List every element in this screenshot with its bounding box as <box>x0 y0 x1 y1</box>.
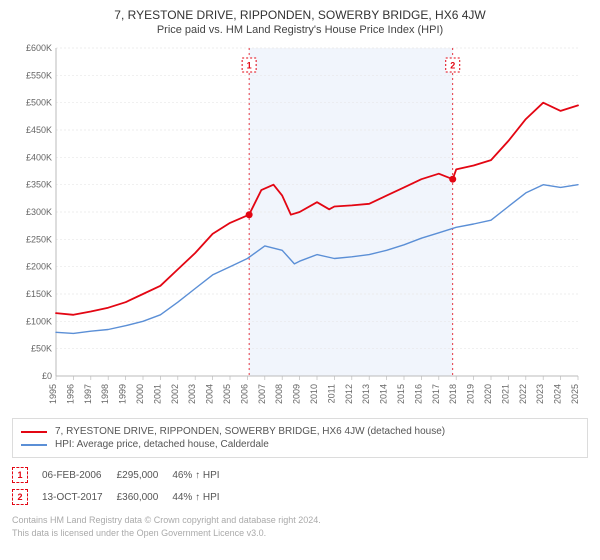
legend-label: 7, RYESTONE DRIVE, RIPPONDEN, SOWERBY BR… <box>55 426 445 437</box>
legend-box: 7, RYESTONE DRIVE, RIPPONDEN, SOWERBY BR… <box>12 418 588 458</box>
transaction-price: £295,000 <box>117 464 173 486</box>
svg-text:2012: 2012 <box>344 384 354 404</box>
svg-text:2015: 2015 <box>396 384 406 404</box>
svg-text:£600K: £600K <box>26 43 52 53</box>
legend-swatch <box>21 444 47 446</box>
svg-text:1996: 1996 <box>65 384 75 404</box>
transaction-marker: 1 <box>12 467 28 483</box>
svg-text:2001: 2001 <box>152 384 162 404</box>
svg-text:2006: 2006 <box>239 384 249 404</box>
svg-text:2004: 2004 <box>205 384 215 404</box>
svg-text:£550K: £550K <box>26 70 52 80</box>
transaction-date: 06-FEB-2006 <box>42 464 117 486</box>
svg-text:2022: 2022 <box>518 384 528 404</box>
transaction-marker: 2 <box>12 489 28 505</box>
legend-item: HPI: Average price, detached house, Cald… <box>21 439 579 450</box>
svg-text:1995: 1995 <box>48 384 58 404</box>
svg-text:1: 1 <box>247 61 252 71</box>
svg-text:2021: 2021 <box>500 384 510 404</box>
svg-text:2011: 2011 <box>326 384 336 403</box>
footer-text: Contains HM Land Registry data © Crown c… <box>12 514 588 539</box>
transaction-row: 2 13-OCT-2017£360,00044% ↑ HPI <box>12 486 234 508</box>
svg-text:£450K: £450K <box>26 125 52 135</box>
transaction-date: 13-OCT-2017 <box>42 486 117 508</box>
transaction-price: £360,000 <box>117 486 173 508</box>
transaction-delta: 46% ↑ HPI <box>172 464 233 486</box>
svg-text:£150K: £150K <box>26 289 52 299</box>
chart-subtitle: Price paid vs. HM Land Registry's House … <box>12 24 588 36</box>
svg-text:2025: 2025 <box>570 384 580 404</box>
svg-text:2016: 2016 <box>413 384 423 404</box>
svg-text:2013: 2013 <box>361 384 371 404</box>
svg-text:1998: 1998 <box>100 384 110 404</box>
svg-text:2017: 2017 <box>431 384 441 404</box>
svg-text:£300K: £300K <box>26 207 52 217</box>
footer-line-2: This data is licensed under the Open Gov… <box>12 527 588 540</box>
svg-text:2024: 2024 <box>553 384 563 404</box>
svg-text:1997: 1997 <box>83 384 93 404</box>
chart-title: 7, RYESTONE DRIVE, RIPPONDEN, SOWERBY BR… <box>12 8 588 22</box>
svg-text:2: 2 <box>450 61 455 71</box>
svg-text:2014: 2014 <box>379 384 389 404</box>
svg-text:2018: 2018 <box>448 384 458 404</box>
line-chart-svg: £0 £50K £100K £150K £200K £250K £300K £350K £400… <box>12 42 588 412</box>
transaction-row: 1 06-FEB-2006£295,00046% ↑ HPI <box>12 464 234 486</box>
legend-item: 7, RYESTONE DRIVE, RIPPONDEN, SOWERBY BR… <box>21 426 579 437</box>
svg-text:2005: 2005 <box>222 384 232 404</box>
svg-text:2003: 2003 <box>187 384 197 404</box>
svg-text:£250K: £250K <box>26 234 52 244</box>
svg-text:1999: 1999 <box>118 384 128 404</box>
svg-text:£350K: £350K <box>26 180 52 190</box>
svg-text:£50K: £50K <box>31 344 52 354</box>
svg-text:2009: 2009 <box>292 384 302 404</box>
svg-text:2000: 2000 <box>135 384 145 404</box>
svg-text:2008: 2008 <box>274 384 284 404</box>
svg-text:£100K: £100K <box>26 316 52 326</box>
transactions-table: 1 06-FEB-2006£295,00046% ↑ HPI 2 13-OCT-201… <box>12 464 234 508</box>
svg-text:2002: 2002 <box>170 384 180 404</box>
transaction-delta: 44% ↑ HPI <box>172 486 233 508</box>
chart-area: £0 £50K £100K £150K £200K £250K £300K £350K £400… <box>12 42 588 412</box>
svg-text:£500K: £500K <box>26 98 52 108</box>
svg-text:£400K: £400K <box>26 152 52 162</box>
svg-text:£0: £0 <box>42 371 52 381</box>
footer-line-1: Contains HM Land Registry data © Crown c… <box>12 514 588 527</box>
svg-text:2023: 2023 <box>535 384 545 404</box>
svg-text:2010: 2010 <box>309 384 319 404</box>
svg-text:2007: 2007 <box>257 384 267 404</box>
legend-swatch <box>21 431 47 433</box>
svg-text:£200K: £200K <box>26 262 52 272</box>
svg-text:2019: 2019 <box>466 384 476 404</box>
legend-label: HPI: Average price, detached house, Cald… <box>55 439 269 450</box>
svg-text:2020: 2020 <box>483 384 493 404</box>
